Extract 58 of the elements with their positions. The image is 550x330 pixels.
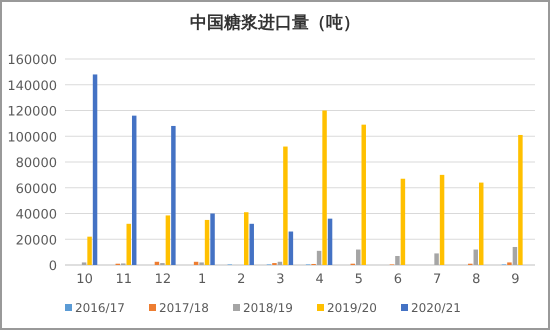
bar [322,110,327,265]
x-tick-label: 1 [198,272,206,287]
x-tick-label: 11 [115,272,132,287]
chart-title: 中国糖浆进口量（吨） [190,13,360,33]
bar [283,146,288,265]
y-tick-label: 160000 [7,53,57,68]
bar [82,262,86,265]
bar [199,262,204,265]
y-tick-label: 120000 [7,104,57,120]
bar [288,232,294,265]
bar [395,256,400,265]
y-tick-label: 60000 [16,182,57,197]
legend-label: 2019/20 [327,301,377,315]
bar [478,182,484,265]
x-tick-label: 5 [354,272,363,287]
y-tick-label: 100000 [7,130,57,146]
x-tick-label: 2 [237,272,246,287]
bar [126,224,131,265]
x-tick-label: 6 [394,272,402,287]
bar [507,262,512,265]
bar [512,246,518,265]
x-tick-label: 8 [472,272,480,287]
y-tick-label: 80000 [16,156,57,171]
x-tick-label: 7 [432,272,442,287]
legend-label: 2017/18 [159,301,209,315]
x-tick-label: 4 [315,272,324,287]
bar [474,250,478,265]
bar [171,126,176,265]
x-tick-label: 12 [154,272,172,287]
bar [249,224,254,265]
x-tick-label: 10 [76,272,93,287]
bar [361,124,366,265]
bar [518,134,523,265]
bar [356,250,360,265]
bar [204,220,210,265]
bar [440,174,444,265]
y-tick-label: 20000 [16,233,57,248]
bar [194,262,198,265]
y-tick-label: 0 [48,259,57,274]
bar [278,262,282,265]
legend-label: 2020/21 [411,301,461,315]
y-tick-label: 40000 [16,208,57,222]
bar [210,214,215,265]
bar [316,250,322,265]
y-tick-label: 140000 [7,78,57,94]
bar [434,253,439,265]
bar [400,178,406,265]
x-tick-label: 3 [276,272,285,287]
x-tick-label: 9 [511,272,520,287]
legend-label: 2018/19 [243,301,293,315]
bar [87,236,92,265]
bar [132,116,136,265]
bar [92,74,98,265]
bar [328,218,332,265]
bar [166,215,170,265]
bar [154,262,160,265]
legend-label: 2016/17 [75,301,125,315]
bar [244,212,248,265]
